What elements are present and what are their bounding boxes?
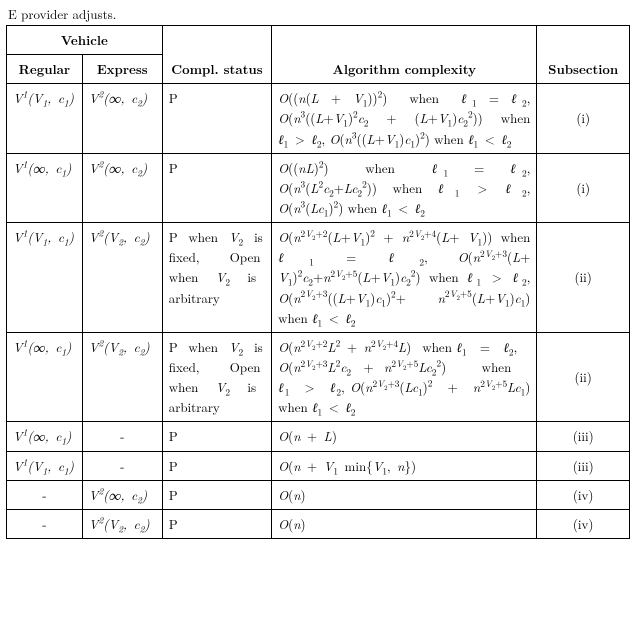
cell-status: P [162, 422, 271, 451]
cell-regular: V1(∞, c1) [7, 153, 83, 222]
caption-fragment: E provider adjusts. [0, 0, 638, 25]
cell-algo: O(n) [272, 480, 537, 509]
header-status: Compl. status [162, 26, 271, 84]
cell-status: P [162, 84, 271, 153]
cell-status: P when V2 is fixed, Open when V2 is arbi… [162, 223, 271, 333]
table-row: V1(V1, c1) - P O(n + V1 min{V1, n}) (iii… [7, 451, 630, 480]
cell-regular: - [7, 480, 83, 509]
cell-express: V2(∞, c2) [82, 84, 162, 153]
table-row: V1(∞, c1) V2(∞, c2) P O((nL)2) when ℓ1 =… [7, 153, 630, 222]
header-algo: Algorithm complexity [272, 26, 537, 84]
table-row: - V2(V2, c2) P O(n) (iv) [7, 509, 630, 538]
cell-regular: V1(V1, c1) [7, 223, 83, 333]
cell-express: - [82, 451, 162, 480]
header-vehicle: Vehicle [7, 26, 163, 55]
table-row: V1(∞, c1) V2(V2, c2) P when V2 is fixed,… [7, 332, 630, 422]
cell-status: P when V2 is fixed, Open when V2 is arbi… [162, 332, 271, 422]
cell-sub: (iv) [537, 480, 630, 509]
cell-regular: V1(∞, c1) [7, 422, 83, 451]
cell-regular: - [7, 509, 83, 538]
cell-express: - [82, 422, 162, 451]
cell-algo: O(n) [272, 509, 537, 538]
cell-express: V2(∞, c2) [82, 480, 162, 509]
cell-express: V2(V2, c2) [82, 332, 162, 422]
header-sub: Subsection [537, 26, 630, 84]
cell-sub: (i) [537, 153, 630, 222]
cell-algo: O(n + L) [272, 422, 537, 451]
cell-sub: (iii) [537, 422, 630, 451]
cell-regular: V1(V1, c1) [7, 451, 83, 480]
cell-algo: O(n2V2+2L2 + n2V2+4L) when ℓ1 = ℓ2, O(n2… [272, 332, 537, 422]
cell-express: V2(V2, c2) [82, 223, 162, 333]
cell-sub: (i) [537, 84, 630, 153]
header-express: Express [82, 55, 162, 84]
cell-status: P [162, 480, 271, 509]
cell-sub: (iii) [537, 451, 630, 480]
cell-sub: (iv) [537, 509, 630, 538]
table-row: - V2(∞, c2) P O(n) (iv) [7, 480, 630, 509]
table-row: V1(V1, c1) V2(V2, c2) P when V2 is fixed… [7, 223, 630, 333]
cell-algo: O(n2V2+2(L+V1)2 + n2V2+4(L+ V1)) when ℓ1… [272, 223, 537, 333]
cell-algo: O(n + V1 min{V1, n}) [272, 451, 537, 480]
cell-sub: (ii) [537, 332, 630, 422]
cell-algo: O((nL)2) when ℓ1 = ℓ2, O(n3(L2c2+Lc22)) … [272, 153, 537, 222]
cell-express: V2(V2, c2) [82, 509, 162, 538]
cell-regular: V1(∞, c1) [7, 332, 83, 422]
cell-algo: O((n(L + V1))2) when ℓ1 = ℓ2, O(n3((L+V1… [272, 84, 537, 153]
cell-sub: (ii) [537, 223, 630, 333]
cell-express: V2(∞, c2) [82, 153, 162, 222]
header-regular: Regular [7, 55, 83, 84]
cell-status: P [162, 153, 271, 222]
cell-regular: V1(V1, c1) [7, 84, 83, 153]
table-row: V1(V1, c1) V2(∞, c2) P O((n(L + V1))2) w… [7, 84, 630, 153]
cell-status: P [162, 509, 271, 538]
complexity-table: Vehicle Compl. status Algorithm complexi… [6, 25, 630, 539]
cell-status: P [162, 451, 271, 480]
table-row: V1(∞, c1) - P O(n + L) (iii) [7, 422, 630, 451]
